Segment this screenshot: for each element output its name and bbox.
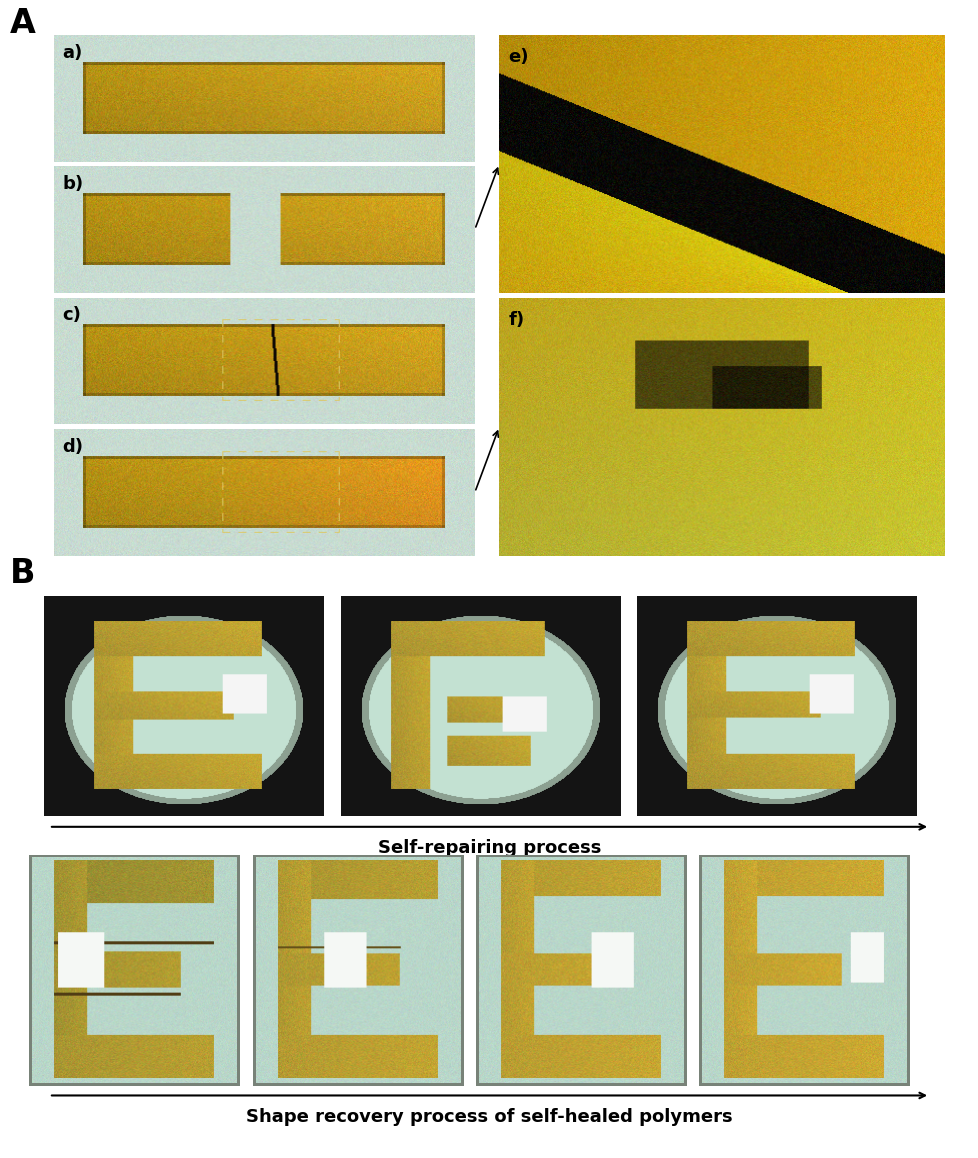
Text: Shape recovery process of self-healed polymers: Shape recovery process of self-healed po… xyxy=(245,1108,733,1126)
Text: a): a) xyxy=(63,44,82,61)
Text: d): d) xyxy=(63,438,83,456)
Text: e): e) xyxy=(508,47,528,66)
Text: Self-repairing process: Self-repairing process xyxy=(378,840,600,857)
Text: B: B xyxy=(10,557,35,589)
Text: b): b) xyxy=(63,175,83,193)
Text: c): c) xyxy=(63,307,81,324)
Text: f): f) xyxy=(508,310,524,329)
Text: A: A xyxy=(10,7,35,41)
